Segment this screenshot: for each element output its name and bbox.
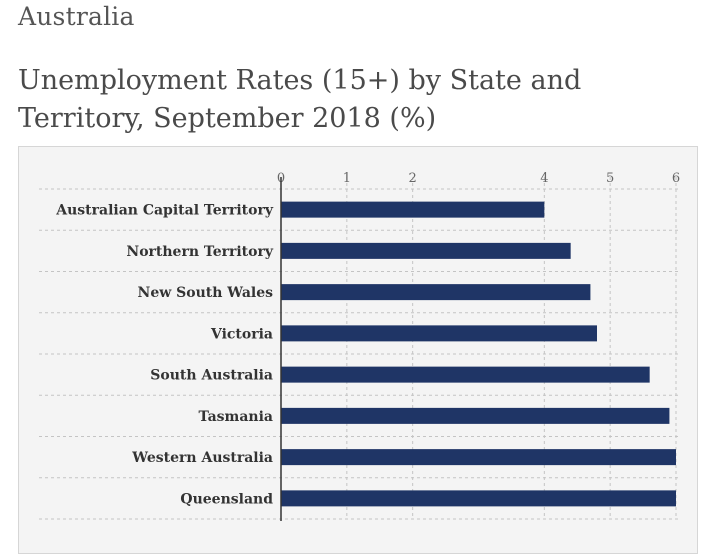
x-tick-label: 2 <box>409 171 417 186</box>
bar <box>281 242 571 259</box>
bar <box>281 366 650 383</box>
category-label: Queensland <box>180 491 273 507</box>
category-labels: Australian Capital Territory Northern Ter… <box>55 203 274 508</box>
category-label: Western Australia <box>131 450 273 466</box>
chart-headline: Unemployment Rates (15+) by State and Te… <box>18 65 582 134</box>
bar <box>281 449 676 466</box>
x-tick-label: 4 <box>540 171 548 186</box>
category-label: Australian Capital Territory <box>55 203 274 219</box>
category-label: Northern Territory <box>126 244 273 260</box>
grid-lines <box>39 177 678 520</box>
bar <box>281 325 597 342</box>
bars <box>281 201 676 507</box>
category-label: Tasmania <box>199 409 273 425</box>
x-tick-label: 1 <box>343 171 351 186</box>
x-tick-label: 5 <box>606 171 614 186</box>
x-axis-ticks: 012456 <box>277 171 680 186</box>
chart-panel: 012456 Australian Capital TerritoryNorth… <box>18 146 698 554</box>
country-heading: Australia <box>18 2 135 31</box>
category-label: New South Wales <box>138 285 274 301</box>
x-tick-label: 6 <box>672 171 680 186</box>
bar-chart: 012456 Australian Capital TerritoryNorth… <box>39 171 680 521</box>
bar <box>281 201 545 218</box>
category-label: South Australia <box>150 368 273 384</box>
category-label: Victoria <box>210 326 273 342</box>
bar <box>281 284 591 301</box>
bar <box>281 407 670 424</box>
bar <box>281 490 676 507</box>
